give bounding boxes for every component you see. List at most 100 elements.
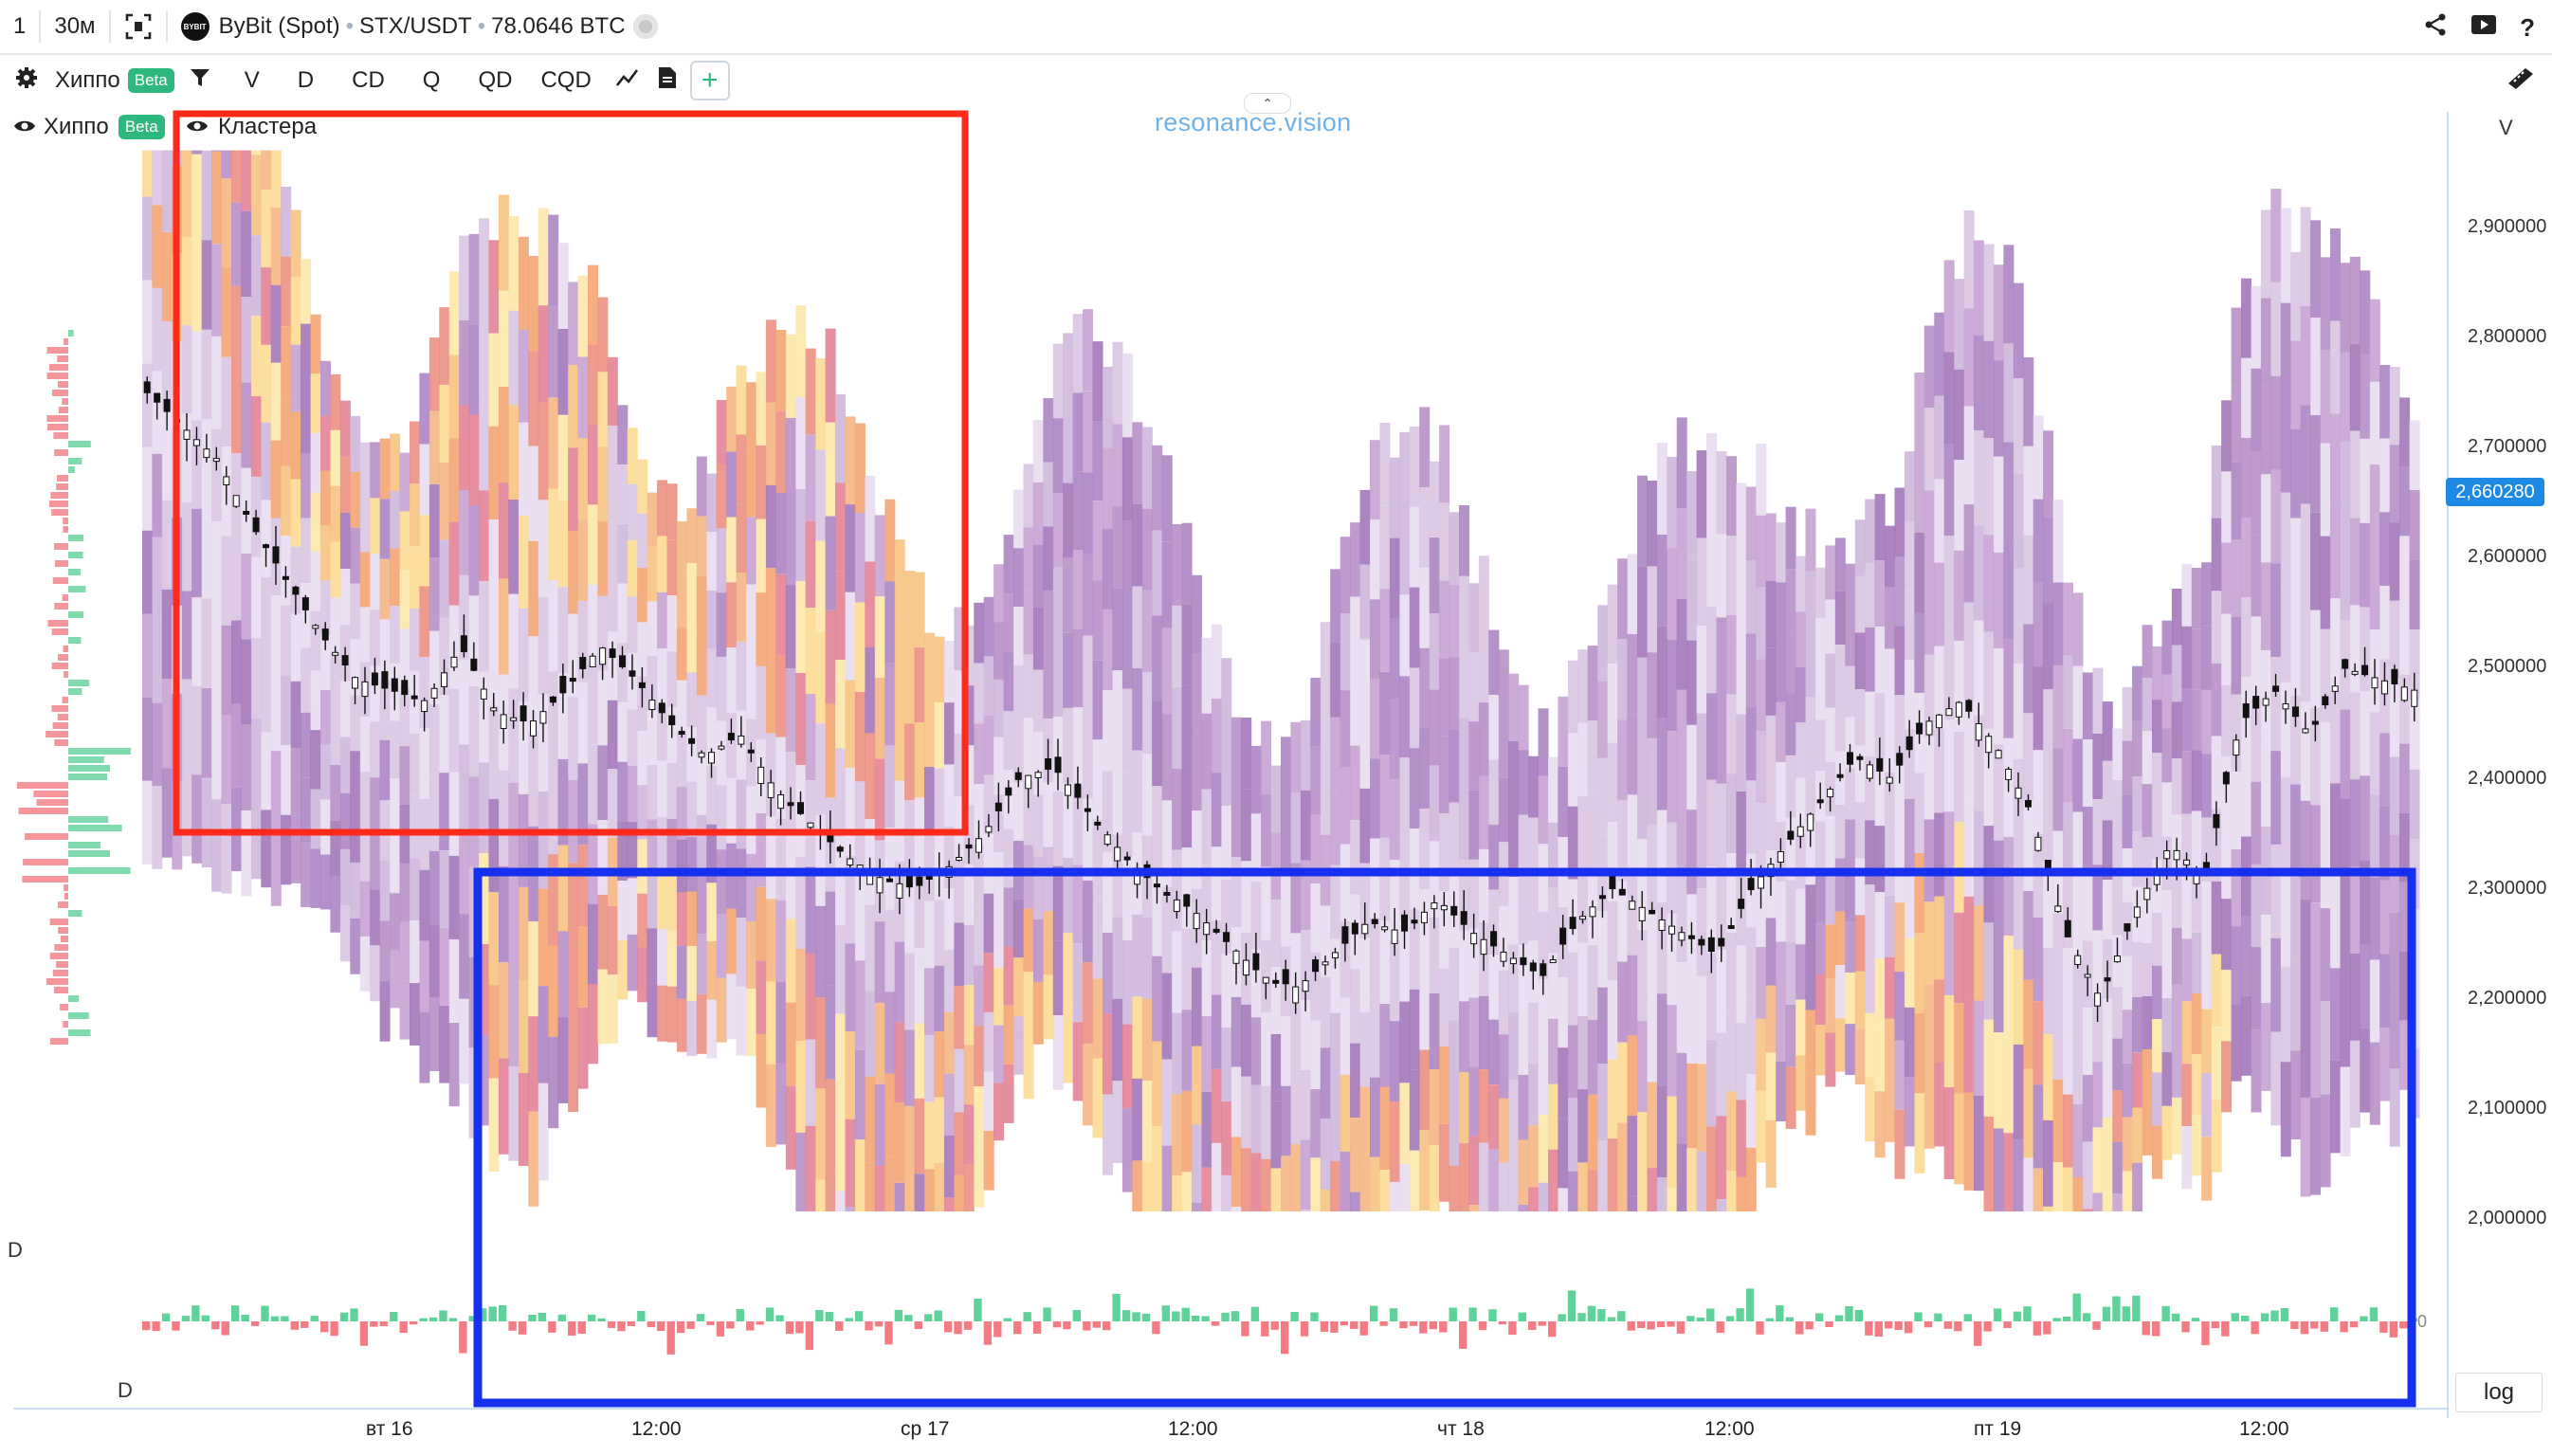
layer-legend-hippo[interactable]: Хиппо Beta: [13, 114, 165, 140]
delta-bar: [2330, 1307, 2339, 1321]
heatmap-cell: [746, 989, 757, 1057]
heatmap-cell: [1954, 912, 1965, 1004]
heatmap-cell: [1052, 865, 1064, 941]
ruler-icon[interactable]: [2506, 66, 2535, 96]
heatmap-cell: [865, 991, 876, 1077]
heatmap-cell: [508, 593, 520, 689]
heatmap-cell: [1874, 627, 1886, 694]
red-highlight-box: [173, 110, 969, 836]
line-chart-icon[interactable]: [601, 67, 654, 94]
toolbar-button-d[interactable]: D: [297, 67, 315, 93]
heatmap-cell: [1894, 626, 1905, 696]
heatmap-cell: [1132, 586, 1143, 668]
heatmap-cell: [657, 873, 668, 930]
document-icon[interactable]: [654, 66, 681, 96]
heatmap-cell: [1647, 910, 1658, 996]
delta-bar: [1776, 1305, 1784, 1321]
indicator-name[interactable]: Хиппо: [55, 67, 120, 93]
heatmap-cell: [488, 1078, 500, 1172]
heatmap-cell: [1785, 693, 1796, 756]
heatmap-cell: [1726, 1091, 1737, 1172]
heatmap-cell: [1637, 475, 1648, 567]
heatmap-cell: [1320, 693, 1331, 764]
toolbar-button-qd[interactable]: QD: [478, 67, 513, 93]
heatmap-cell: [2241, 357, 2251, 438]
heatmap-cell: [161, 150, 173, 232]
log-scale-button[interactable]: log: [2455, 1373, 2543, 1412]
delta-bar: [865, 1321, 873, 1331]
candle-body: [232, 495, 240, 507]
heatmap-cell: [1983, 631, 1995, 729]
heatmap-cell: [1013, 607, 1024, 665]
heatmap-cell: [2399, 397, 2411, 467]
heatmap-cell: [2132, 776, 2143, 832]
heatmap-cell: [1330, 938, 1341, 1013]
eye-icon[interactable]: [186, 115, 209, 139]
heatmap-cell: [1161, 628, 1173, 715]
candle-body: [1420, 911, 1428, 923]
eye-icon[interactable]: [13, 115, 36, 139]
toolbar-button-cd[interactable]: CD: [352, 67, 385, 93]
screenshot-icon[interactable]: [111, 0, 166, 53]
heatmap-cell: [1112, 752, 1123, 835]
layout-count[interactable]: 1: [13, 13, 27, 39]
heatmap-cell: [795, 397, 807, 489]
heatmap-cell: [379, 920, 391, 982]
heatmap-cell: [617, 523, 629, 584]
interval-selector[interactable]: 30м: [54, 13, 96, 39]
heatmap-cell: [1508, 741, 1520, 810]
heatmap-cell: [1518, 814, 1529, 881]
layer-legend-clusters[interactable]: Кластера: [186, 114, 317, 140]
add-indicator-button[interactable]: +: [689, 61, 730, 100]
heatmap-cell: [963, 985, 975, 1046]
heatmap-cell: [1874, 693, 1886, 760]
toolbar-button-cqd[interactable]: CQD: [540, 67, 592, 93]
heatmap-cell: [528, 256, 539, 352]
heatmap-cell: [2052, 748, 2064, 831]
filter-icon[interactable]: [174, 67, 226, 95]
heatmap-cell: [874, 758, 885, 841]
heatmap-cell: [370, 498, 381, 555]
heatmap-cell: [1230, 1066, 1242, 1138]
heatmap-cell: [1201, 940, 1212, 1016]
delta-bar: [1419, 1321, 1428, 1334]
candle-body: [708, 752, 715, 764]
collapse-toolbar-button[interactable]: ⌃: [1244, 93, 1291, 114]
heatmap-cell: [1052, 940, 1064, 1015]
heatmap-cell: [1736, 714, 1747, 792]
share-icon[interactable]: [2423, 12, 2448, 44]
panel-label-d: D: [8, 1238, 23, 1262]
heatmap-cell: [261, 150, 272, 191]
heatmap-cell: [2013, 473, 2024, 569]
delta-bar: [1587, 1305, 1596, 1321]
profile-bar: [68, 842, 101, 848]
heatmap-cell: [756, 445, 767, 519]
heatmap-cell: [1419, 1049, 1431, 1131]
delta-bar: [1547, 1321, 1557, 1338]
candle-body: [994, 802, 1002, 811]
heatmap-cell: [1141, 917, 1153, 999]
heatmap-cell: [2003, 245, 2014, 344]
delta-bar: [1152, 1321, 1160, 1335]
heatmap-cell: [548, 854, 559, 946]
delta-bar: [211, 1321, 220, 1330]
volume-profile-left: [16, 330, 131, 1045]
heatmap-cell: [261, 654, 272, 733]
toolbar-button-q[interactable]: Q: [422, 67, 441, 93]
heatmap-cell: [1419, 1130, 1431, 1211]
heatmap-cell: [221, 267, 232, 357]
heatmap-cell: [2300, 503, 2311, 603]
instrument-selector[interactable]: BYBIT ByBit (Spot) • STX/USDT • 78.0646 …: [168, 0, 671, 53]
video-icon[interactable]: [2470, 13, 2497, 43]
candle-body: [1450, 905, 1458, 916]
heatmap-cell: [914, 872, 925, 949]
delta-bar: [577, 1321, 586, 1335]
toolbar-button-v[interactable]: V: [244, 67, 260, 93]
help-icon[interactable]: ?: [2520, 12, 2535, 42]
heatmap-cell: [894, 941, 905, 1023]
settings-gear-icon[interactable]: [0, 66, 53, 96]
heatmap-chart[interactable]: [0, 102, 2552, 1456]
heatmap-cell: [2280, 208, 2291, 303]
heatmap-cell: [974, 1026, 985, 1087]
candle-body: [470, 658, 478, 671]
